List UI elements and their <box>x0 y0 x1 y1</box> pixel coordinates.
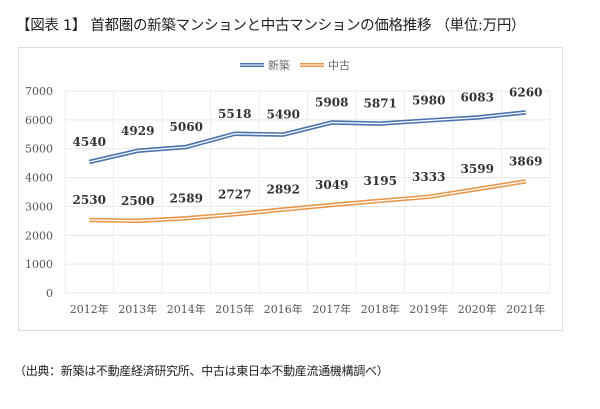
x-axis-ticks: 2012年 2013年 2014年 2015年 2016年 2017年 2018年 2019年… <box>70 302 546 316</box>
x-tick-label: 2012年 <box>70 302 109 316</box>
data-label: 5490 <box>267 108 300 122</box>
chart-frame <box>18 47 563 331</box>
data-label: 3599 <box>461 162 494 176</box>
x-tick-label: 2017年 <box>312 302 351 316</box>
x-tick-label: 2014年 <box>167 302 206 316</box>
data-labels: 4540 4929 5060 5518 5490 5908 5871 5980 6083 6260… <box>73 85 543 208</box>
data-label: 2530 <box>73 193 106 207</box>
y-tick-label: 4000 <box>25 172 53 185</box>
legend: 新築 中古 <box>240 58 350 72</box>
legend-label: 中古 <box>328 59 350 72</box>
x-tick-label: 2013年 <box>118 302 157 316</box>
y-tick-label: 2000 <box>25 229 53 242</box>
y-tick-label: 0 <box>46 287 53 300</box>
series-lines <box>88 110 527 224</box>
data-label: 5060 <box>170 120 203 134</box>
data-label: 3869 <box>509 154 542 168</box>
data-label: 2892 <box>267 183 300 197</box>
gridlines <box>64 90 551 294</box>
data-label: 3195 <box>364 174 397 188</box>
y-tick-label: 1000 <box>25 258 53 271</box>
figure-title: 【図表 1】 首都圏の新築マンションと中古マンションの価格推移 （単位:万円） <box>16 18 526 34</box>
data-label: 5908 <box>315 96 348 110</box>
legend-label: 新築 <box>268 58 290 72</box>
x-tick-label: 2021年 <box>506 302 545 316</box>
x-tick-label: 2020年 <box>458 302 497 316</box>
y-tick-label: 6000 <box>25 114 53 127</box>
x-tick-label: 2016年 <box>264 302 303 316</box>
data-label: 5871 <box>364 97 397 111</box>
data-label: 3049 <box>315 178 348 192</box>
series-line-1-inner <box>89 180 526 222</box>
data-label: 2500 <box>121 194 154 208</box>
x-tick-label: 2015年 <box>215 302 254 316</box>
data-label: 4929 <box>121 124 154 138</box>
data-label: 2727 <box>218 187 251 201</box>
y-tick-label: 5000 <box>25 143 53 156</box>
y-tick-label: 3000 <box>25 200 53 213</box>
data-label: 3333 <box>412 170 445 184</box>
y-tick-label: 7000 <box>25 85 53 98</box>
data-label: 6083 <box>461 90 494 104</box>
data-label: 5980 <box>412 93 445 107</box>
data-label: 6260 <box>509 85 542 99</box>
x-tick-label: 2018年 <box>361 302 400 316</box>
x-tick-label: 2019年 <box>409 302 448 316</box>
data-label: 4540 <box>73 135 106 149</box>
data-label: 2589 <box>170 191 203 205</box>
data-label: 5518 <box>218 107 251 121</box>
source-note: （出典：新築は不動産経済研究所、中古は東日本不動産流通機構調べ） <box>14 364 389 378</box>
y-axis-ticks: 0 1000 2000 3000 4000 5000 6000 7000 <box>25 85 53 300</box>
series-line-0-inner <box>89 111 526 163</box>
